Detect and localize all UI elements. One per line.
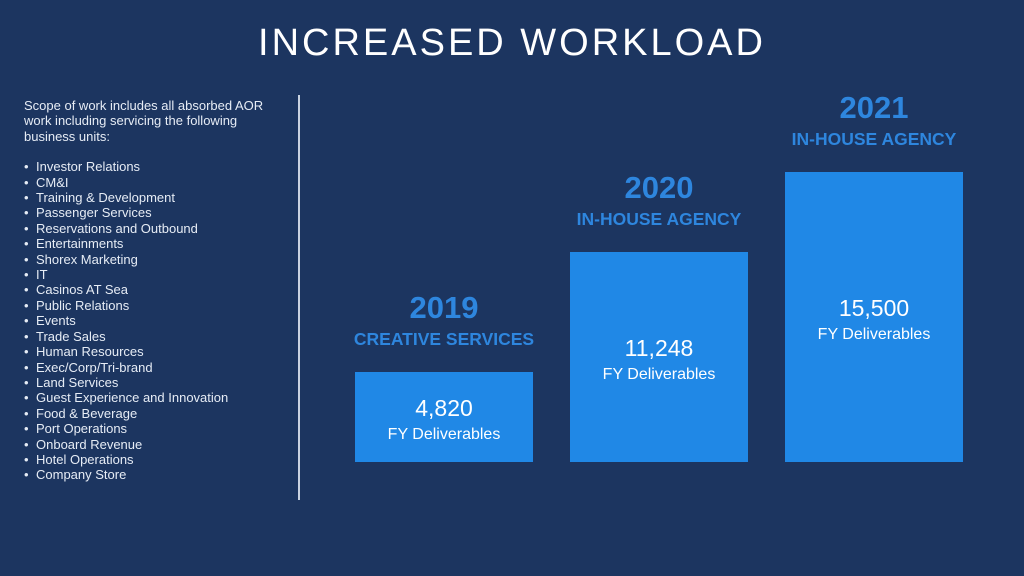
vertical-divider: [298, 95, 300, 500]
scope-intro: Scope of work includes all absorbed AOR …: [24, 98, 264, 144]
business-unit-item: Onboard Revenue: [24, 437, 274, 453]
business-unit-item: Entertainments: [24, 236, 274, 252]
business-unit-item: Land Services: [24, 375, 274, 391]
business-unit-item: Casinos AT Sea: [24, 282, 274, 298]
business-unit-item: Training & Development: [24, 190, 274, 206]
business-unit-item: Reservations and Outbound: [24, 221, 274, 237]
business-unit-item: IT: [24, 267, 274, 283]
bar-subtitle-label: IN-HOUSE AGENCY: [577, 209, 742, 229]
business-unit-item: Food & Beverage: [24, 406, 274, 422]
business-unit-item: Public Relations: [24, 298, 274, 314]
business-unit-item: Hotel Operations: [24, 452, 274, 468]
business-unit-item: Exec/Corp/Tri-brand: [24, 360, 274, 376]
business-unit-item: Company Store: [24, 467, 274, 483]
business-unit-item: Shorex Marketing: [24, 252, 274, 268]
bar-year-label: 2019: [410, 290, 479, 325]
slide-title: INCREASED WORKLOAD: [258, 22, 766, 64]
bar-year-label: 2021: [840, 90, 909, 125]
bar-2019: [355, 372, 533, 462]
business-unit-item: Port Operations: [24, 421, 274, 437]
business-unit-item: Investor Relations: [24, 159, 274, 175]
bar-value-label: 4,820: [415, 395, 473, 421]
bar-year-label: 2020: [625, 170, 694, 205]
bar-subtitle-label: IN-HOUSE AGENCY: [792, 129, 957, 149]
business-unit-item: Events: [24, 313, 274, 329]
bar-2020: [570, 252, 748, 462]
scope-panel: Scope of work includes all absorbed AOR …: [24, 98, 274, 483]
business-unit-item: Passenger Services: [24, 205, 274, 221]
bar-unit-label: FY Deliverables: [818, 326, 931, 343]
bar-value-label: 11,248: [625, 335, 694, 361]
bar-subtitle-label: CREATIVE SERVICES: [354, 329, 534, 349]
bar-2021: [785, 172, 963, 462]
business-unit-item: Human Resources: [24, 344, 274, 360]
business-unit-item: CM&I: [24, 175, 274, 191]
bar-unit-label: FY Deliverables: [388, 426, 501, 443]
business-unit-item: Trade Sales: [24, 329, 274, 345]
business-unit-item: Guest Experience and Innovation: [24, 390, 274, 406]
bar-unit-label: FY Deliverables: [603, 366, 716, 383]
bar-value-label: 15,500: [839, 295, 909, 321]
business-units-list: Investor RelationsCM&ITraining & Develop…: [24, 159, 274, 483]
